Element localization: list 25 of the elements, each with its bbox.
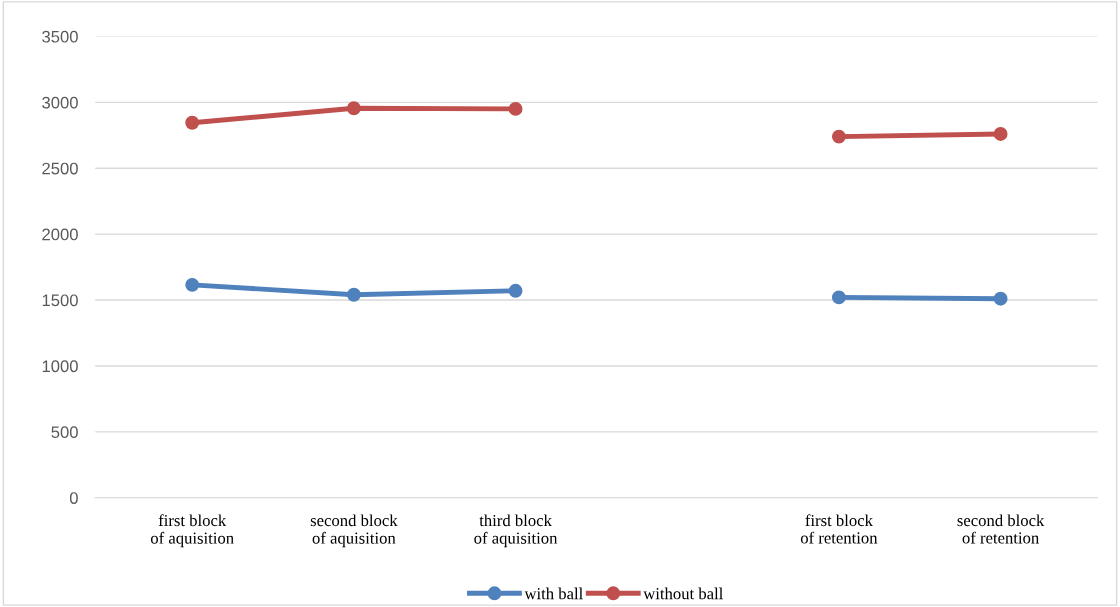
x-tick-label: third block of aquisition [474, 514, 558, 548]
x-tick-label: second block of retention [957, 514, 1045, 544]
y-tick-label: 500 [51, 426, 78, 439]
y-tick-label: 2000 [42, 228, 78, 241]
y-tick-label: 1500 [42, 294, 78, 307]
legend-label: with ball [524, 587, 583, 600]
point [993, 127, 1008, 141]
x-tick-label: second block of aquisition [310, 514, 398, 548]
y-tick-label: 3500 [42, 30, 78, 43]
point [346, 101, 361, 116]
point [508, 101, 523, 116]
point [831, 290, 846, 305]
point [185, 115, 200, 130]
legend-label: without ball [643, 587, 723, 600]
point [346, 287, 361, 302]
point [185, 277, 200, 292]
point [508, 283, 523, 298]
y-tick-label: 0 [69, 492, 78, 504]
y-tick-label: 2500 [42, 162, 78, 175]
point [831, 129, 846, 144]
point [993, 291, 1008, 306]
y-tick-label: 3000 [42, 96, 78, 109]
x-tick-label: first block of retention [800, 514, 878, 544]
x-tick-label: first block of aquisition [150, 514, 234, 548]
y-tick-label: 1000 [42, 360, 78, 373]
